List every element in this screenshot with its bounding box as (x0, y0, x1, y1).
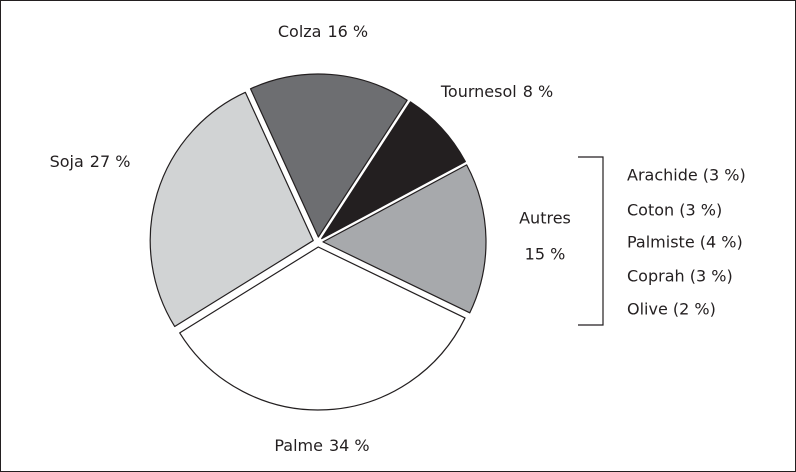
category-label: Colza (278, 22, 322, 41)
slice-label: Soja 27 % (50, 152, 131, 171)
labels: Colza 16 % Tournesol 8 % Autres 15 % Palme 34 %… (50, 22, 746, 455)
annotation: Coton (3 %) (627, 201, 722, 220)
value-label: 34 % (329, 436, 370, 455)
category-label: Tournesol (440, 82, 517, 101)
value-label: 15 % (525, 245, 566, 264)
category-label: Soja (50, 152, 84, 171)
category-label: Autres (519, 209, 571, 228)
slice-label: Palme 34 % (274, 436, 369, 455)
pie-slice (322, 164, 487, 314)
category-label: Palme (274, 436, 323, 455)
annotation: Arachide (3 %) (627, 166, 746, 185)
value-label: 27 % (90, 152, 131, 171)
annotation: Coprah (3 %) (627, 267, 733, 286)
annotation: Palmiste (4 %) (627, 233, 743, 252)
pie-slice (149, 91, 314, 328)
slices (149, 73, 487, 411)
value-label: 8 % (523, 82, 553, 101)
value-label: 16 % (327, 22, 368, 41)
pie-slice (321, 101, 466, 240)
slice-label: Tournesol 8 % (440, 82, 553, 101)
bracket (578, 156, 604, 326)
pie-slice (249, 73, 408, 238)
slice-label: Colza 16 % (278, 22, 368, 41)
annotation: Olive (2 %) (627, 300, 716, 319)
pie-slice (179, 246, 466, 411)
